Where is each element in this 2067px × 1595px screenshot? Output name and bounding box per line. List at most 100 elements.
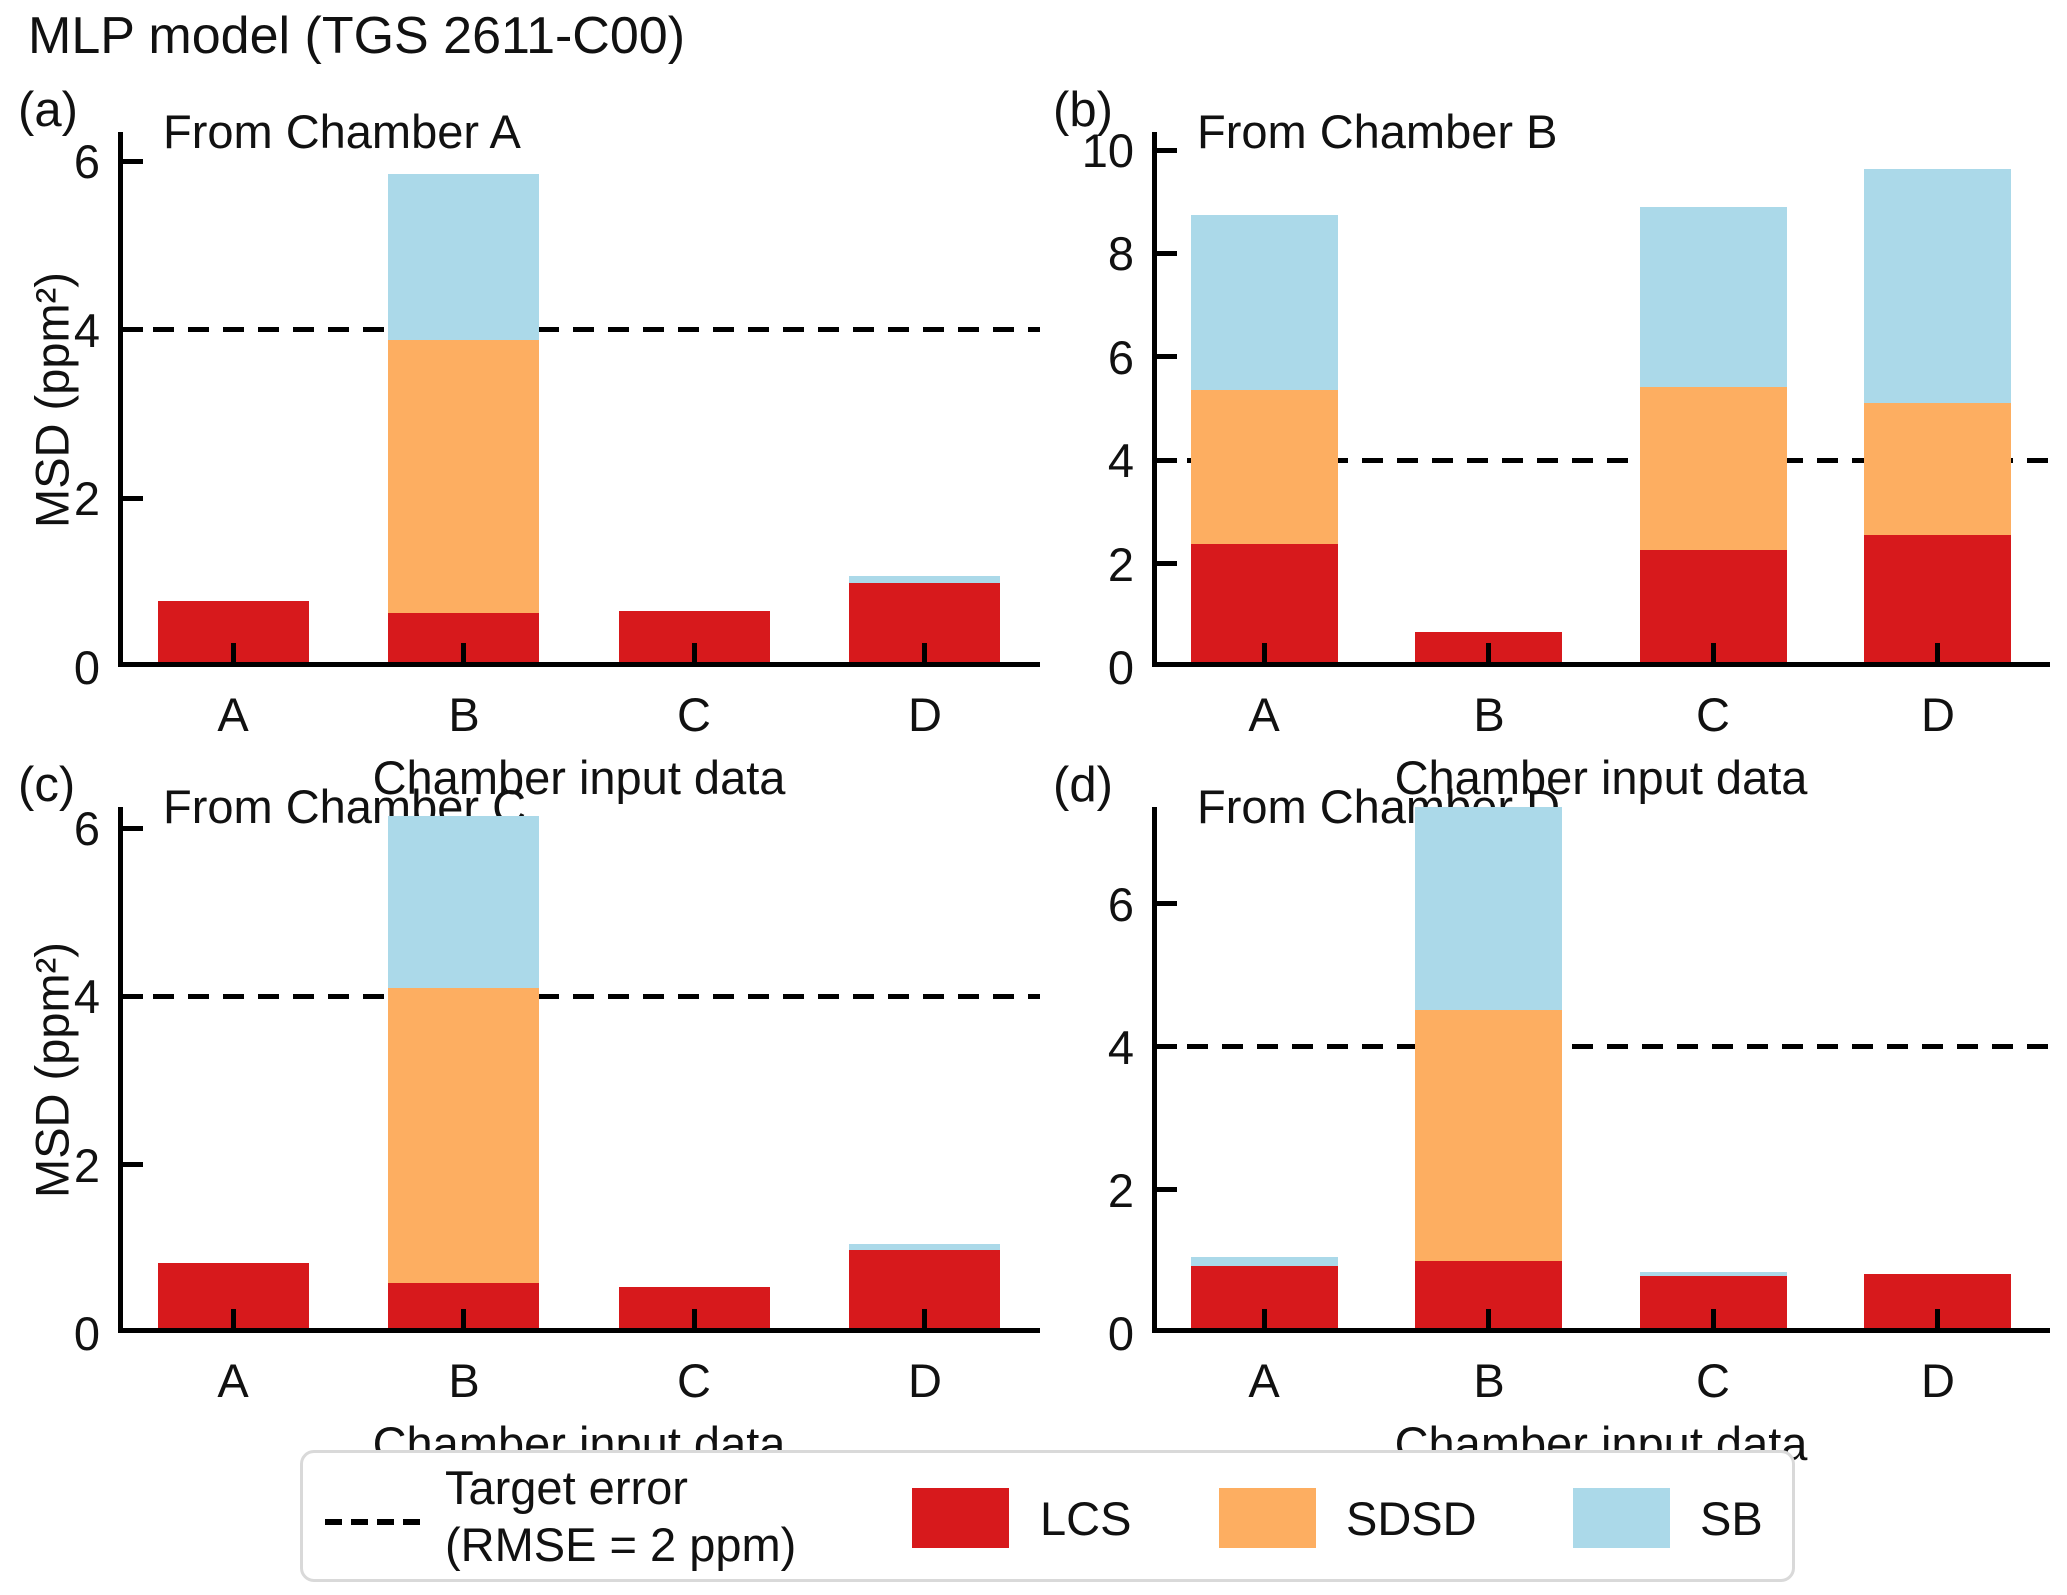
x-tick-label-b-A: A: [1248, 688, 1280, 741]
y-tick-b-8: [1157, 250, 1177, 256]
panel-label-c: (c): [18, 758, 76, 812]
bar-c-B-sdsd: [388, 988, 539, 1283]
y-tick-b-4: [1157, 457, 1177, 463]
bar-b-A-sdsd: [1191, 390, 1338, 544]
x-tick-label-c-D: D: [908, 1354, 942, 1407]
x-tick-b-D: [1935, 643, 1940, 667]
x-tick-label-b-B: B: [1473, 688, 1505, 741]
plot-area-b: [1152, 132, 2050, 667]
x-tick-b-B: [1486, 643, 1491, 667]
x-tick-a-B: [461, 643, 466, 667]
x-tick-a-D: [922, 643, 927, 667]
y-tick-b-2: [1157, 561, 1177, 567]
legend: Target error (RMSE = 2 ppm) LCS SDSD SB: [300, 1450, 1795, 1582]
legend-label-sb: SB: [1700, 1492, 1763, 1545]
x-axis-spine-a: [118, 662, 1040, 667]
bar-b-D-sb: [1864, 169, 2011, 403]
panel-label-b: (b): [1053, 83, 1113, 137]
y-tick-label-b-0: 0: [1107, 641, 1134, 694]
x-tick-d-C: [1711, 1309, 1716, 1333]
x-tick-c-A: [231, 1309, 236, 1333]
y-axis-spine-b: [1152, 132, 1157, 667]
y-tick-label-b-4: 4: [1107, 434, 1134, 487]
subplot-title-b: From Chamber B: [1197, 105, 1558, 158]
bar-d-B-sb: [1415, 807, 1562, 1010]
x-tick-label-c-A: A: [217, 1354, 249, 1407]
legend-swatch-lcs: [912, 1488, 1009, 1548]
bar-a-B-sdsd: [388, 340, 539, 613]
y-tick-label-d-0: 0: [1107, 1307, 1134, 1360]
legend-swatch-sdsd: [1219, 1488, 1316, 1548]
x-tick-label-a-A: A: [217, 688, 249, 741]
legend-label-sdsd: SDSD: [1346, 1492, 1477, 1545]
y-tick-label-a-0: 0: [73, 641, 100, 694]
y-tick-label-b-10: 10: [1081, 124, 1134, 177]
legend-label-lcs: LCS: [1040, 1492, 1132, 1545]
x-axis-label-a: Chamber input data: [372, 751, 786, 804]
bar-d-C-sb: [1640, 1272, 1787, 1276]
x-tick-d-A: [1262, 1309, 1267, 1333]
bar-c-B-sb: [388, 816, 539, 988]
subplot-title-a: From Chamber A: [163, 105, 521, 158]
x-tick-label-d-A: A: [1248, 1354, 1280, 1407]
x-tick-label-d-C: C: [1696, 1354, 1730, 1407]
target-error-line-d: [1152, 1044, 2050, 1050]
y-tick-label-b-2: 2: [1107, 538, 1134, 591]
plot-area-a: [118, 132, 1040, 667]
bar-a-D-sb: [849, 576, 1000, 583]
y-tick-c-2: [123, 1162, 143, 1168]
plot-area-d: [1152, 807, 2050, 1333]
x-tick-label-a-D: D: [908, 688, 942, 741]
y-tick-label-a-6: 6: [73, 135, 100, 188]
x-tick-c-B: [461, 1309, 466, 1333]
x-tick-label-d-D: D: [1921, 1354, 1955, 1407]
target-error-line-a: [118, 327, 1040, 333]
figure-title: MLP model (TGS 2611-C00): [28, 7, 686, 65]
y-axis-label-a: MSD (ppm²): [25, 272, 79, 528]
legend-swatch-sb: [1573, 1488, 1670, 1548]
y-tick-a-2: [123, 495, 143, 501]
y-tick-c-4: [123, 993, 143, 999]
y-tick-label-d-4: 4: [1107, 1021, 1134, 1074]
y-tick-d-6: [1157, 901, 1177, 907]
bar-b-C-sdsd: [1640, 387, 1787, 550]
bar-b-D-sdsd: [1864, 403, 2011, 535]
legend-target-line1: Target error: [445, 1461, 688, 1514]
y-tick-label-d-2: 2: [1107, 1164, 1134, 1217]
x-tick-a-A: [231, 643, 236, 667]
y-tick-label-a-4: 4: [73, 304, 100, 357]
x-tick-label-b-C: C: [1696, 688, 1730, 741]
target-error-line-c: [118, 993, 1040, 999]
x-tick-label-d-B: B: [1473, 1354, 1505, 1407]
x-tick-label-a-B: B: [448, 688, 480, 741]
x-axis-spine-d: [1152, 1328, 2050, 1333]
x-tick-b-C: [1711, 643, 1716, 667]
y-tick-label-b-6: 6: [1107, 331, 1134, 384]
bar-d-A-sb: [1191, 1257, 1338, 1266]
y-tick-label-c-4: 4: [73, 970, 100, 1023]
y-tick-label-a-2: 2: [73, 472, 100, 525]
y-tick-a-4: [123, 327, 143, 333]
y-tick-b-10: [1157, 147, 1177, 153]
y-axis-spine-c: [118, 807, 123, 1333]
y-tick-d-4: [1157, 1044, 1177, 1050]
legend-target-line2: (RMSE = 2 ppm): [445, 1518, 797, 1572]
legend-target-label: Target error (RMSE = 2 ppm): [445, 1459, 796, 1574]
y-tick-d-2: [1157, 1187, 1177, 1193]
bar-b-C-sb: [1640, 207, 1787, 387]
y-tick-label-d-6: 6: [1107, 878, 1134, 931]
x-tick-c-D: [922, 1309, 927, 1333]
x-tick-a-C: [692, 643, 697, 667]
bar-a-B-sb: [388, 174, 539, 340]
y-tick-c-6: [123, 825, 143, 831]
x-axis-spine-b: [1152, 662, 2050, 667]
y-axis-label-c: MSD (ppm²): [25, 942, 79, 1198]
y-tick-label-b-8: 8: [1107, 227, 1134, 280]
x-tick-label-c-B: B: [448, 1354, 480, 1407]
panel-label-d: (d): [1053, 758, 1113, 812]
x-tick-label-a-C: C: [677, 688, 711, 741]
y-tick-a-6: [123, 158, 143, 164]
y-tick-b-6: [1157, 354, 1177, 360]
bar-b-A-sb: [1191, 215, 1338, 390]
